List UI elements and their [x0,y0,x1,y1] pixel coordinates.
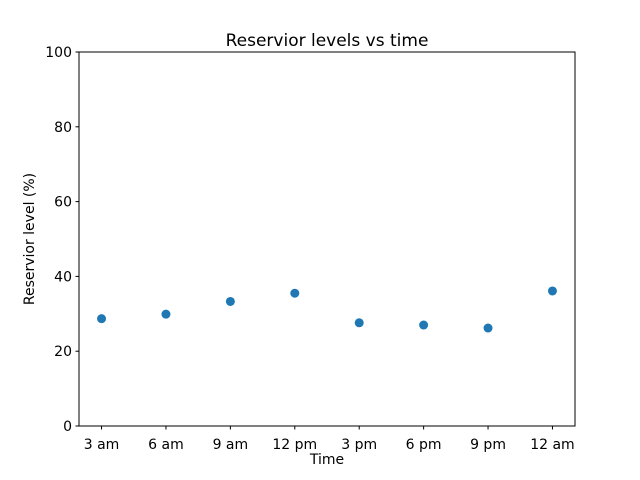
data-point [354,318,364,328]
y-tick-label: 80 [54,120,72,136]
x-tick-label: 3 am [84,437,120,453]
x-tick-label: 9 am [213,437,249,453]
x-axis-label: Time [309,452,345,468]
y-tick-label: 20 [54,344,72,360]
y-tick-label: 100 [45,45,72,61]
data-point [547,286,557,296]
axes-spines [78,51,576,427]
data-point [225,296,235,306]
x-tick-label: 3 pm [341,437,377,453]
x-tick-label: 12 pm [272,437,317,453]
data-point [483,323,493,333]
x-tick-label: 6 am [148,437,184,453]
x-tick-label: 12 am [530,437,574,453]
y-tick-label: 40 [54,269,72,285]
y-tick-label: 60 [54,195,72,211]
data-point [290,288,300,298]
y-tick-label: 0 [63,419,72,435]
data-point [97,314,107,324]
chart-title: Reservior levels vs time [225,31,429,51]
data-point [419,320,429,330]
data-point [161,309,171,319]
x-tick-label: 6 pm [406,437,442,453]
x-tick-label: 9 pm [470,437,506,453]
